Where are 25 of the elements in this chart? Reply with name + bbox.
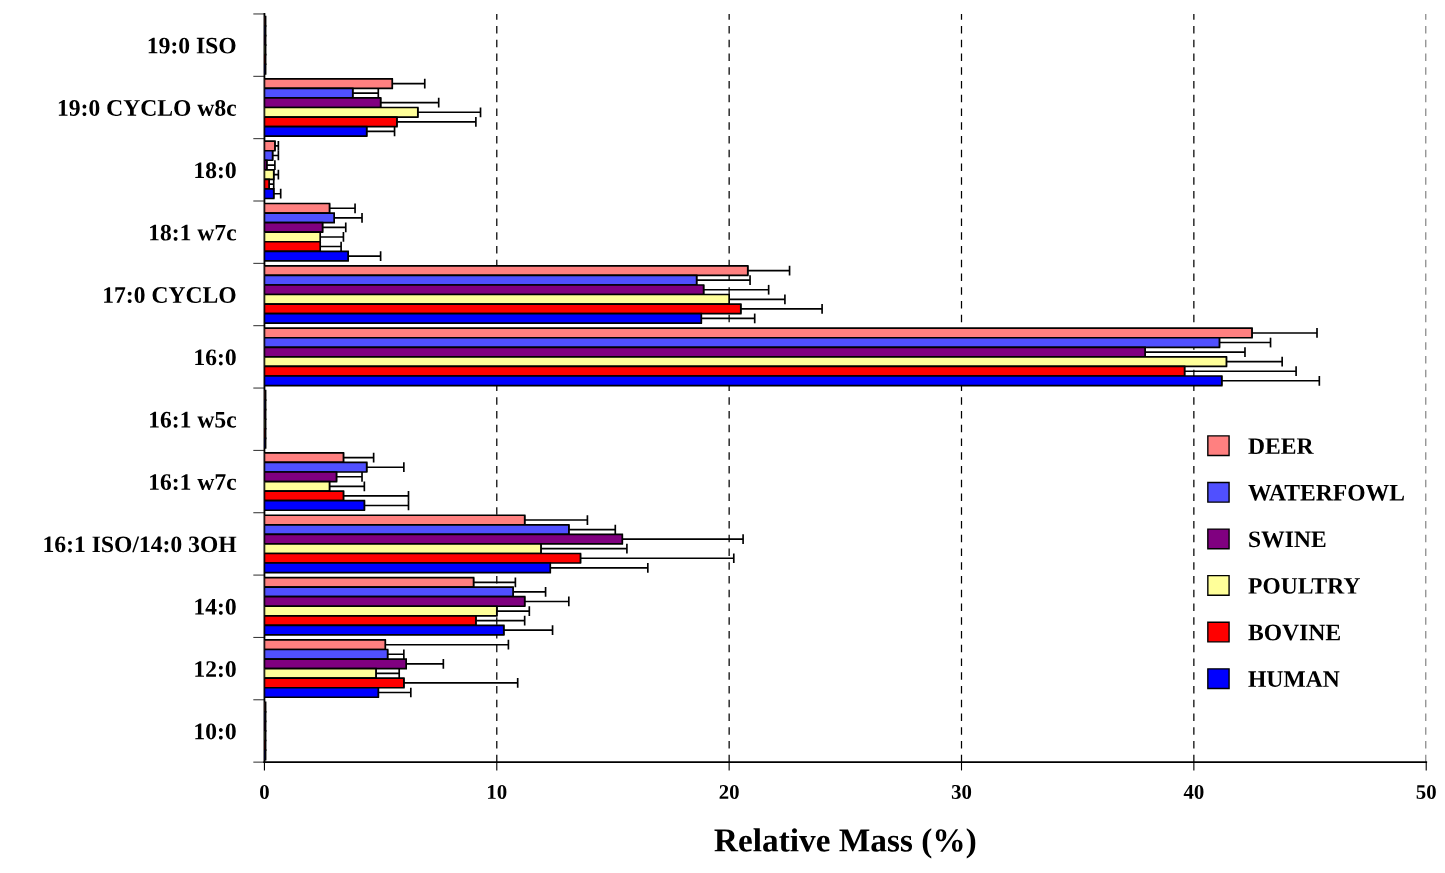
legend-label: SWINE <box>1249 531 1326 548</box>
y-tick-label: 12:0 <box>195 661 236 678</box>
x-tick-label: 20 <box>719 784 739 800</box>
y-tick-label: 18:0 <box>195 162 236 179</box>
x-axis-title: Relative Mass (%) <box>714 828 976 859</box>
y-tick-label: 17:0 CYCLO <box>104 287 236 304</box>
y-tick-label: 16:1 ISO/14:0 3OH <box>44 536 237 553</box>
y-tick-label: 16:1 w7c <box>150 474 237 491</box>
legend-label: WATERFOWL <box>1248 484 1404 501</box>
y-tick-label: 19:0 ISO <box>148 37 236 54</box>
y-tick-label: 19:0 CYCLO w8c <box>58 99 237 117</box>
y-tick-label: 16:1 w5c <box>150 411 237 428</box>
x-tick-label: 0 <box>260 784 269 800</box>
y-tick-label: 16:0 <box>195 349 236 366</box>
y-tick-label: 18:1 w7c <box>150 224 237 241</box>
x-tick-label: 50 <box>1416 784 1436 800</box>
legend-label: POULTRY <box>1248 577 1360 594</box>
y-tick-label: 14:0 <box>195 598 236 615</box>
legend-label: BOVINE <box>1248 624 1340 641</box>
x-tick-label: 10 <box>488 784 507 800</box>
legend-label: DEER <box>1248 438 1314 454</box>
legend-label: HUMAN <box>1248 671 1340 687</box>
x-tick-label: 40 <box>1183 784 1204 800</box>
x-tick-label: 30 <box>951 784 972 800</box>
y-tick-label: 10:0 <box>195 723 236 740</box>
